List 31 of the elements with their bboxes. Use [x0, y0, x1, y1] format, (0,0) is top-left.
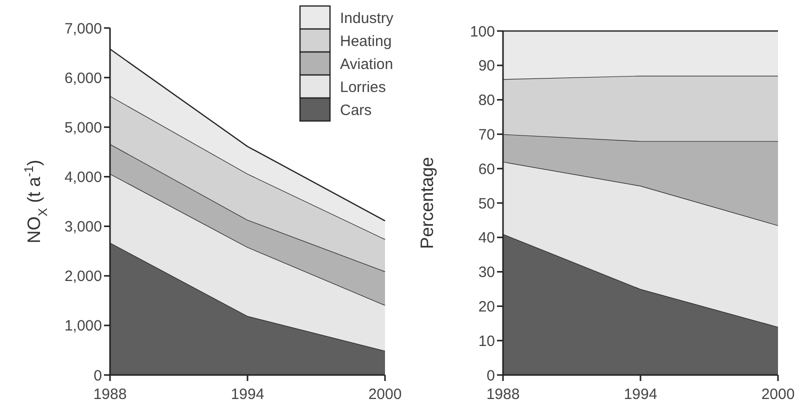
y-tick-label: 6,000 [64, 70, 102, 87]
y-tick-label: 5,000 [64, 119, 102, 136]
y-tick-label: 30 [478, 264, 495, 282]
y-tick-label: 10 [478, 332, 495, 350]
x-tick-label: 2000 [761, 386, 795, 403]
y-tick-label: 60 [478, 160, 495, 178]
y-tick-label: 70 [478, 126, 495, 144]
x-tick-label: 1994 [230, 386, 264, 403]
y-tick-label: 7,000 [64, 20, 102, 38]
y-tick-label: 3,000 [64, 218, 102, 236]
y-tick-label: 100 [470, 23, 495, 40]
x-tick-label: 1994 [624, 386, 658, 403]
y-tick-label: 20 [478, 298, 495, 316]
legend-label: Industry [340, 10, 394, 27]
x-tick-label: 1988 [93, 386, 127, 403]
y-tick-label: 1,000 [64, 318, 102, 335]
y-tick-label: 4,000 [64, 168, 102, 186]
y-tick-label: 0 [486, 367, 495, 384]
legend-label: Heating [340, 32, 392, 50]
x-tick-label: 1988 [486, 386, 520, 403]
legend-label: Lorries [340, 78, 386, 96]
legend-label: Cars [340, 102, 372, 119]
x-tick-label: 2000 [368, 386, 402, 403]
y-tick-label: 2,000 [64, 268, 102, 286]
y-tick-label: 80 [478, 92, 495, 110]
y-tick-label: 90 [478, 58, 495, 75]
y-tick-label: 50 [478, 195, 495, 212]
y-tick-label: 0 [94, 367, 102, 384]
y-axis-title: Percentage [417, 156, 437, 250]
legend-label: Aviation [340, 56, 394, 73]
y-tick-label: 40 [478, 230, 495, 247]
